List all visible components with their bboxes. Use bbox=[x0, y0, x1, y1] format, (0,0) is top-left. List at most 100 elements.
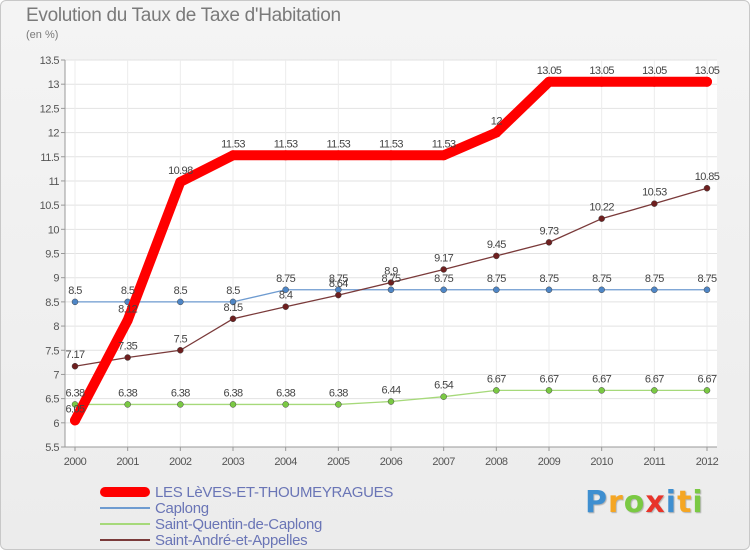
legend-label: Caplong bbox=[155, 500, 209, 517]
data-point bbox=[545, 239, 553, 246]
data-point bbox=[229, 401, 237, 408]
y-tick-label: 7 bbox=[53, 369, 59, 381]
data-label: 8.75 bbox=[434, 273, 453, 285]
proxiti-logo: Proxiti bbox=[585, 485, 704, 520]
series-1 bbox=[70, 76, 712, 426]
data-label: 6.67 bbox=[645, 373, 664, 385]
data-label: 7.17 bbox=[65, 349, 84, 361]
data-point bbox=[703, 286, 711, 294]
series-3 bbox=[71, 387, 711, 408]
data-label: 13.05 bbox=[695, 65, 720, 77]
data-point bbox=[228, 150, 238, 161]
data-label: 6.54 bbox=[434, 380, 453, 392]
data-label: 6.67 bbox=[487, 373, 506, 385]
legend-label: LES LèVES-ET-THOUMEYRAGUES bbox=[155, 484, 394, 501]
data-label: 6.38 bbox=[65, 387, 84, 399]
x-tick-label: 2002 bbox=[169, 456, 192, 468]
data-point bbox=[333, 150, 344, 161]
data-point bbox=[386, 150, 396, 161]
data-point bbox=[651, 286, 658, 294]
data-label: 6.67 bbox=[592, 373, 611, 385]
data-point bbox=[282, 401, 289, 408]
data-point bbox=[124, 401, 131, 408]
data-label: 10.53 bbox=[642, 187, 667, 199]
y-tick-label: 11.5 bbox=[40, 152, 59, 164]
x-tick-label: 2010 bbox=[590, 456, 613, 468]
data-point bbox=[702, 76, 712, 87]
legend-swatch bbox=[100, 523, 150, 525]
legend-swatch bbox=[100, 507, 150, 509]
data-point bbox=[440, 393, 447, 400]
x-tick-label: 2000 bbox=[64, 456, 87, 468]
y-tick-label: 12 bbox=[48, 128, 60, 140]
data-label: 10.22 bbox=[589, 202, 614, 214]
data-point bbox=[387, 286, 395, 294]
data-point bbox=[545, 387, 553, 394]
data-label: 13.05 bbox=[589, 65, 614, 77]
y-tick-label: 13.5 bbox=[40, 55, 60, 67]
chart-title: Evolution du Taux de Taxe d'Habitation bbox=[26, 5, 341, 26]
data-point bbox=[651, 387, 658, 394]
data-point bbox=[282, 303, 289, 310]
data-label: 13.05 bbox=[537, 65, 562, 77]
data-point bbox=[598, 387, 605, 394]
data-label: 9.17 bbox=[434, 252, 453, 264]
data-label: 8.75 bbox=[329, 273, 348, 285]
data-point bbox=[71, 298, 79, 306]
data-point bbox=[440, 286, 447, 294]
legend-swatch bbox=[100, 539, 150, 541]
series-2 bbox=[71, 286, 711, 306]
data-label: 8.75 bbox=[487, 273, 506, 285]
data-point bbox=[122, 315, 133, 326]
data-label: 8.5 bbox=[226, 285, 240, 297]
data-point bbox=[335, 291, 342, 299]
legend-label: Saint-André-et-Appelles bbox=[155, 532, 308, 549]
y-tick-label: 13 bbox=[48, 79, 60, 91]
data-label: 6.44 bbox=[381, 385, 400, 397]
data-point bbox=[70, 415, 80, 426]
y-tick-label: 11 bbox=[49, 176, 60, 188]
data-point bbox=[649, 76, 660, 87]
y-tick-label: 6 bbox=[53, 418, 59, 430]
data-point bbox=[703, 387, 711, 394]
x-tick-label: 2001 bbox=[116, 456, 139, 468]
data-label: 8.4 bbox=[279, 290, 293, 302]
data-label: 8.15 bbox=[223, 302, 242, 314]
data-label: 8.75 bbox=[381, 273, 400, 285]
data-label: 10.98 bbox=[168, 165, 193, 177]
y-tick-label: 8 bbox=[53, 321, 59, 333]
data-label: 10.85 bbox=[695, 171, 720, 183]
data-point bbox=[544, 76, 554, 87]
data-point bbox=[438, 150, 449, 161]
data-point bbox=[282, 286, 289, 294]
data-label: 6.67 bbox=[697, 373, 716, 385]
data-label: 8.12 bbox=[118, 303, 137, 315]
data-label: 11.53 bbox=[221, 138, 245, 150]
data-point bbox=[440, 266, 447, 273]
x-tick-label: 2007 bbox=[432, 456, 455, 468]
data-point bbox=[177, 298, 184, 306]
x-tick-label: 2004 bbox=[274, 456, 297, 468]
data-label: 11.53 bbox=[432, 138, 456, 150]
data-point bbox=[229, 298, 237, 306]
data-point bbox=[229, 315, 237, 323]
data-label: 8.5 bbox=[121, 285, 135, 297]
legend-swatch bbox=[100, 487, 150, 497]
data-label: 6.67 bbox=[539, 373, 558, 385]
data-label: 8.75 bbox=[645, 273, 664, 285]
y-tick-label: 9.5 bbox=[45, 249, 59, 261]
logo-letter: r bbox=[608, 485, 624, 520]
data-point bbox=[493, 252, 500, 260]
x-tick-label: 2012 bbox=[696, 456, 719, 468]
data-point bbox=[71, 362, 79, 370]
data-label: 6.38 bbox=[329, 387, 348, 399]
data-label: 7.5 bbox=[174, 333, 188, 345]
data-label: 6.38 bbox=[223, 387, 242, 399]
logo-letter: i bbox=[692, 485, 704, 520]
data-point bbox=[387, 398, 395, 405]
series-4 bbox=[71, 184, 711, 370]
data-point bbox=[703, 184, 711, 192]
data-label: 8.75 bbox=[592, 273, 611, 285]
data-label: 9.45 bbox=[487, 239, 506, 251]
